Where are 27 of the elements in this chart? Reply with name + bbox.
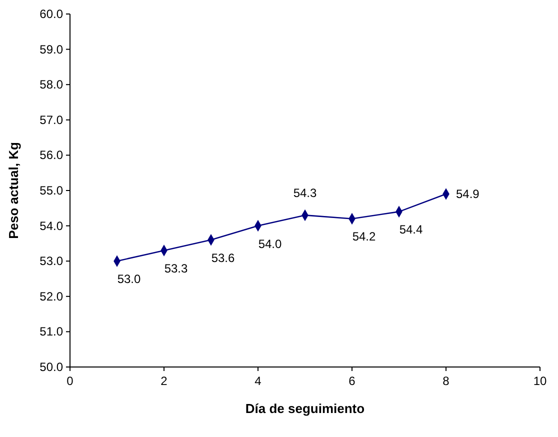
- y-tick-label: 58.0: [40, 78, 64, 92]
- x-tick-label: 10: [533, 374, 547, 388]
- y-tick-label: 50.0: [40, 360, 64, 374]
- y-tick-label: 60.0: [40, 7, 64, 21]
- y-tick-label: 56.0: [40, 148, 64, 162]
- y-tick-label: 51.0: [40, 324, 64, 339]
- data-label: 54.2: [352, 230, 376, 244]
- x-tick-label: 8: [442, 374, 450, 388]
- y-tick-label: 59.0: [40, 42, 64, 56]
- x-tick-label: 2: [160, 374, 168, 388]
- y-tick-label: 55.0: [40, 184, 64, 198]
- x-tick-label: 6: [348, 374, 356, 388]
- x-tick-label: 0: [66, 374, 74, 388]
- y-tick-label: 52.0: [40, 289, 64, 304]
- x-tick-label: 4: [254, 374, 262, 388]
- y-tick-label: 57.0: [40, 112, 64, 127]
- y-tick-label: 54.0: [40, 218, 64, 233]
- data-label: 54.0: [258, 236, 282, 251]
- data-label: 54.9: [456, 187, 480, 202]
- data-label: 53.0: [117, 272, 141, 286]
- data-label: 54.4: [399, 222, 423, 237]
- y-tick-label: 53.0: [40, 254, 64, 268]
- data-label: 54.3: [293, 186, 317, 200]
- data-label: 53.3: [164, 262, 188, 276]
- data-label: 53.6: [211, 250, 235, 265]
- y-axis-title: Peso actual, Kg: [6, 142, 21, 239]
- x-axis-title: Día de seguimiento: [245, 401, 365, 416]
